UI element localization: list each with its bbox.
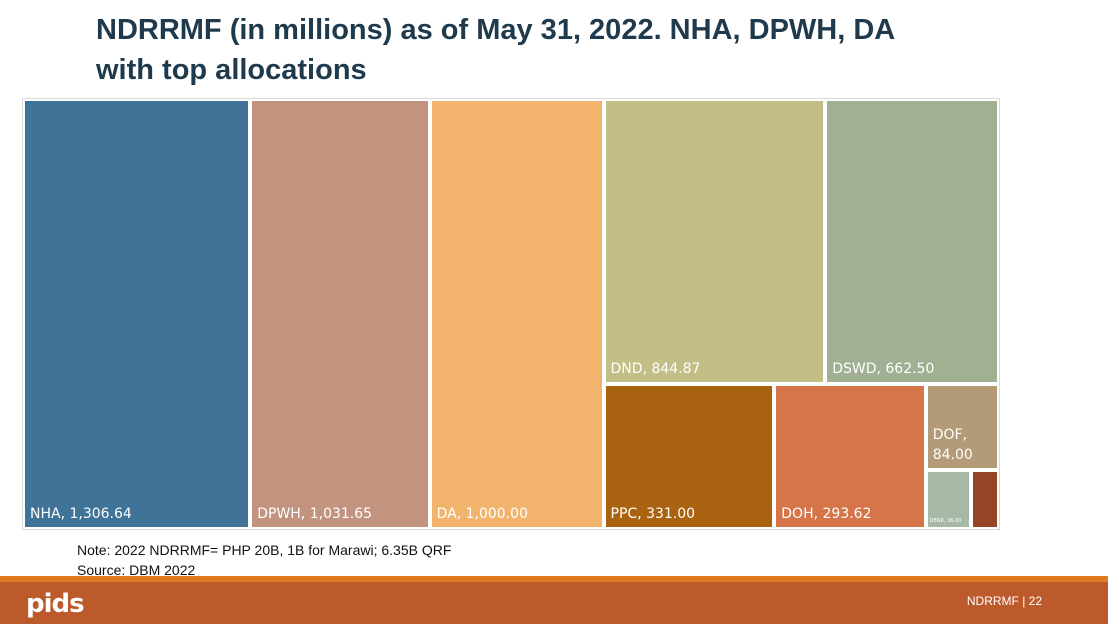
treemap-tile-dswd: DSWD, 662.50 (825, 99, 999, 385)
logo-text: pids (26, 589, 85, 619)
tile-label-dswd: DSWD, 662.50 (832, 361, 935, 378)
pids-logo: pids (26, 588, 85, 620)
treemap-chart: NHA, 1,306.64 DPWH, 1,031.65 DA, 1,000.00 D… (22, 98, 1000, 530)
chart-note: Note: 2022 NDRRMF= PHP 20B, 1B for Maraw… (77, 540, 451, 580)
tile-label-nha: NHA, 1,306.64 (30, 506, 132, 522)
slide-title: NDRRMF (in millions) as of May 31, 2022.… (96, 14, 895, 86)
page-reference: NDRRMF | 22 (966, 594, 1042, 608)
tile-label-dpwh: DPWH, 1,031.65 (257, 506, 373, 522)
tile-label-dnd: DND, 844.87 (610, 361, 701, 378)
source-line: Source: DBM 2022 (77, 562, 196, 578)
tile-label-denr: DENR, 36.00 (929, 517, 962, 524)
treemap-tile-dof: DOF, 84.00 (925, 384, 999, 470)
footer-accent-strip (0, 576, 1108, 582)
tile-label-da: DA, 1,000.00 (436, 506, 528, 522)
treemap-tile-da: DA, 1,000.00 (429, 99, 604, 529)
note-line: Note: 2022 NDRRMF= PHP 20B, 1B for Maraw… (77, 542, 452, 558)
tile-label-dof: DOF, 84.00 (932, 426, 973, 463)
tile-label-doh: DOH, 293.62 (781, 505, 872, 522)
treemap-tile-other (971, 469, 999, 529)
treemap-tile-dnd: DND, 844.87 (603, 99, 826, 385)
treemap-tile-doh: DOH, 293.62 (774, 384, 926, 529)
treemap-tile-dpwh: DPWH, 1,031.65 (250, 99, 430, 529)
treemap-tile-nha: NHA, 1,306.64 (23, 99, 251, 529)
footer-bar (0, 582, 1108, 624)
treemap-tile-ppc: PPC, 331.00 (603, 384, 775, 529)
tile-label-ppc: PPC, 331.00 (610, 505, 696, 522)
treemap-tile-denr: DENR, 36.00 (925, 469, 972, 529)
